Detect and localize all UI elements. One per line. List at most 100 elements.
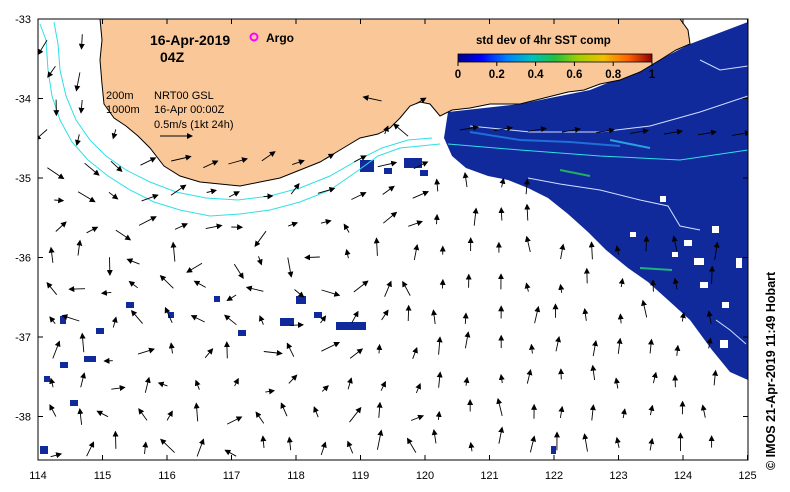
current-vector	[203, 160, 219, 169]
current-vector	[383, 211, 398, 224]
current-vector	[75, 134, 81, 146]
current-vector	[415, 382, 421, 394]
current-vector	[233, 263, 244, 279]
current-vector	[344, 248, 351, 259]
current-vector	[405, 304, 412, 322]
current-vector	[413, 244, 420, 261]
current-vector	[290, 321, 304, 328]
current-vector	[78, 34, 85, 50]
colorbar-title: std dev of 4hr SST comp	[476, 35, 611, 47]
current-vector	[555, 336, 561, 352]
y-tick-label: -37	[15, 332, 31, 344]
current-vector	[697, 129, 717, 136]
current-vector	[144, 376, 151, 393]
current-vector	[383, 125, 389, 135]
current-vector	[304, 254, 320, 261]
current-vector	[49, 377, 56, 388]
current-vector	[224, 314, 237, 326]
current-vector	[349, 406, 362, 423]
current-vector	[384, 280, 392, 297]
current-vector	[582, 308, 589, 321]
current-vector	[468, 441, 475, 452]
current-vector	[100, 289, 112, 296]
current-vector	[362, 95, 382, 102]
current-vector	[263, 349, 283, 356]
current-vector	[170, 184, 187, 196]
current-vector	[61, 314, 80, 322]
current-vector	[648, 338, 654, 354]
legend-product: NRT00 GSL	[154, 90, 214, 102]
current-vector	[254, 230, 267, 248]
map-frame	[37, 18, 749, 461]
current-vector	[346, 440, 354, 454]
current-vector	[408, 220, 423, 227]
current-vector	[294, 289, 305, 298]
current-vector	[159, 275, 174, 289]
current-vector	[174, 223, 189, 230]
current-vector	[196, 438, 205, 457]
current-vector	[527, 126, 547, 133]
current-vector	[260, 435, 267, 448]
colorbar-tick-label: 0.4	[528, 69, 545, 81]
current-vector	[47, 167, 65, 180]
legend-time: 16-Apr 00:00Z	[154, 104, 225, 116]
current-vector	[381, 309, 389, 321]
current-vector	[498, 373, 505, 384]
current-vector	[50, 452, 63, 459]
current-vector	[431, 429, 438, 444]
current-vector	[166, 410, 173, 421]
x-tick-label: 114	[29, 470, 47, 482]
current-vector	[613, 377, 620, 389]
current-vector	[412, 346, 418, 359]
colorbar-tick-label: 0.6	[566, 69, 582, 81]
x-tick-label: 125	[738, 470, 756, 482]
current-vector	[700, 404, 707, 418]
current-vector	[49, 316, 56, 324]
x-tick-label: 120	[416, 470, 434, 482]
current-vector	[111, 316, 118, 328]
current-vector	[320, 315, 327, 324]
current-vector	[223, 341, 230, 359]
y-axis: -33 -34 -35 -36 -37 -38	[15, 14, 748, 424]
current-vector	[592, 340, 598, 357]
current-vector	[112, 430, 119, 449]
current-vector	[343, 223, 350, 233]
current-vector	[464, 331, 471, 349]
current-vector	[558, 283, 565, 293]
x-tick-label: 115	[94, 470, 112, 482]
header-date: 16-Apr-2019	[150, 32, 230, 48]
current-vector	[245, 285, 264, 292]
current-vector	[194, 379, 201, 390]
current-vector	[233, 377, 239, 387]
current-vector	[321, 342, 340, 352]
current-vector	[393, 123, 409, 137]
x-tick-label: 121	[480, 470, 498, 482]
current-vector	[74, 72, 81, 92]
current-vector	[38, 129, 48, 141]
current-vector	[205, 223, 223, 230]
current-vector	[76, 239, 83, 256]
current-vector	[435, 410, 442, 420]
current-vector	[290, 183, 300, 195]
current-vector	[190, 315, 205, 323]
current-vector	[48, 246, 55, 263]
y-tick-label: -36	[15, 253, 31, 265]
current-vector	[709, 265, 716, 284]
y-tick-label: -34	[15, 94, 31, 106]
legend-contour-200: 200m	[106, 90, 134, 102]
current-vector	[402, 280, 411, 296]
current-vector	[380, 380, 386, 391]
current-vector	[617, 313, 624, 324]
current-vector	[436, 371, 443, 388]
current-vector	[204, 348, 214, 359]
y-tick-label: -33	[15, 14, 31, 26]
current-vector	[77, 191, 96, 203]
current-vector	[68, 286, 86, 293]
current-vector	[415, 97, 427, 105]
current-vector	[413, 161, 429, 170]
current-vector	[472, 207, 479, 226]
current-vector	[142, 441, 149, 454]
current-vector	[78, 99, 85, 114]
legend-contour-1000: 1000m	[106, 104, 140, 116]
current-vector	[224, 449, 237, 457]
